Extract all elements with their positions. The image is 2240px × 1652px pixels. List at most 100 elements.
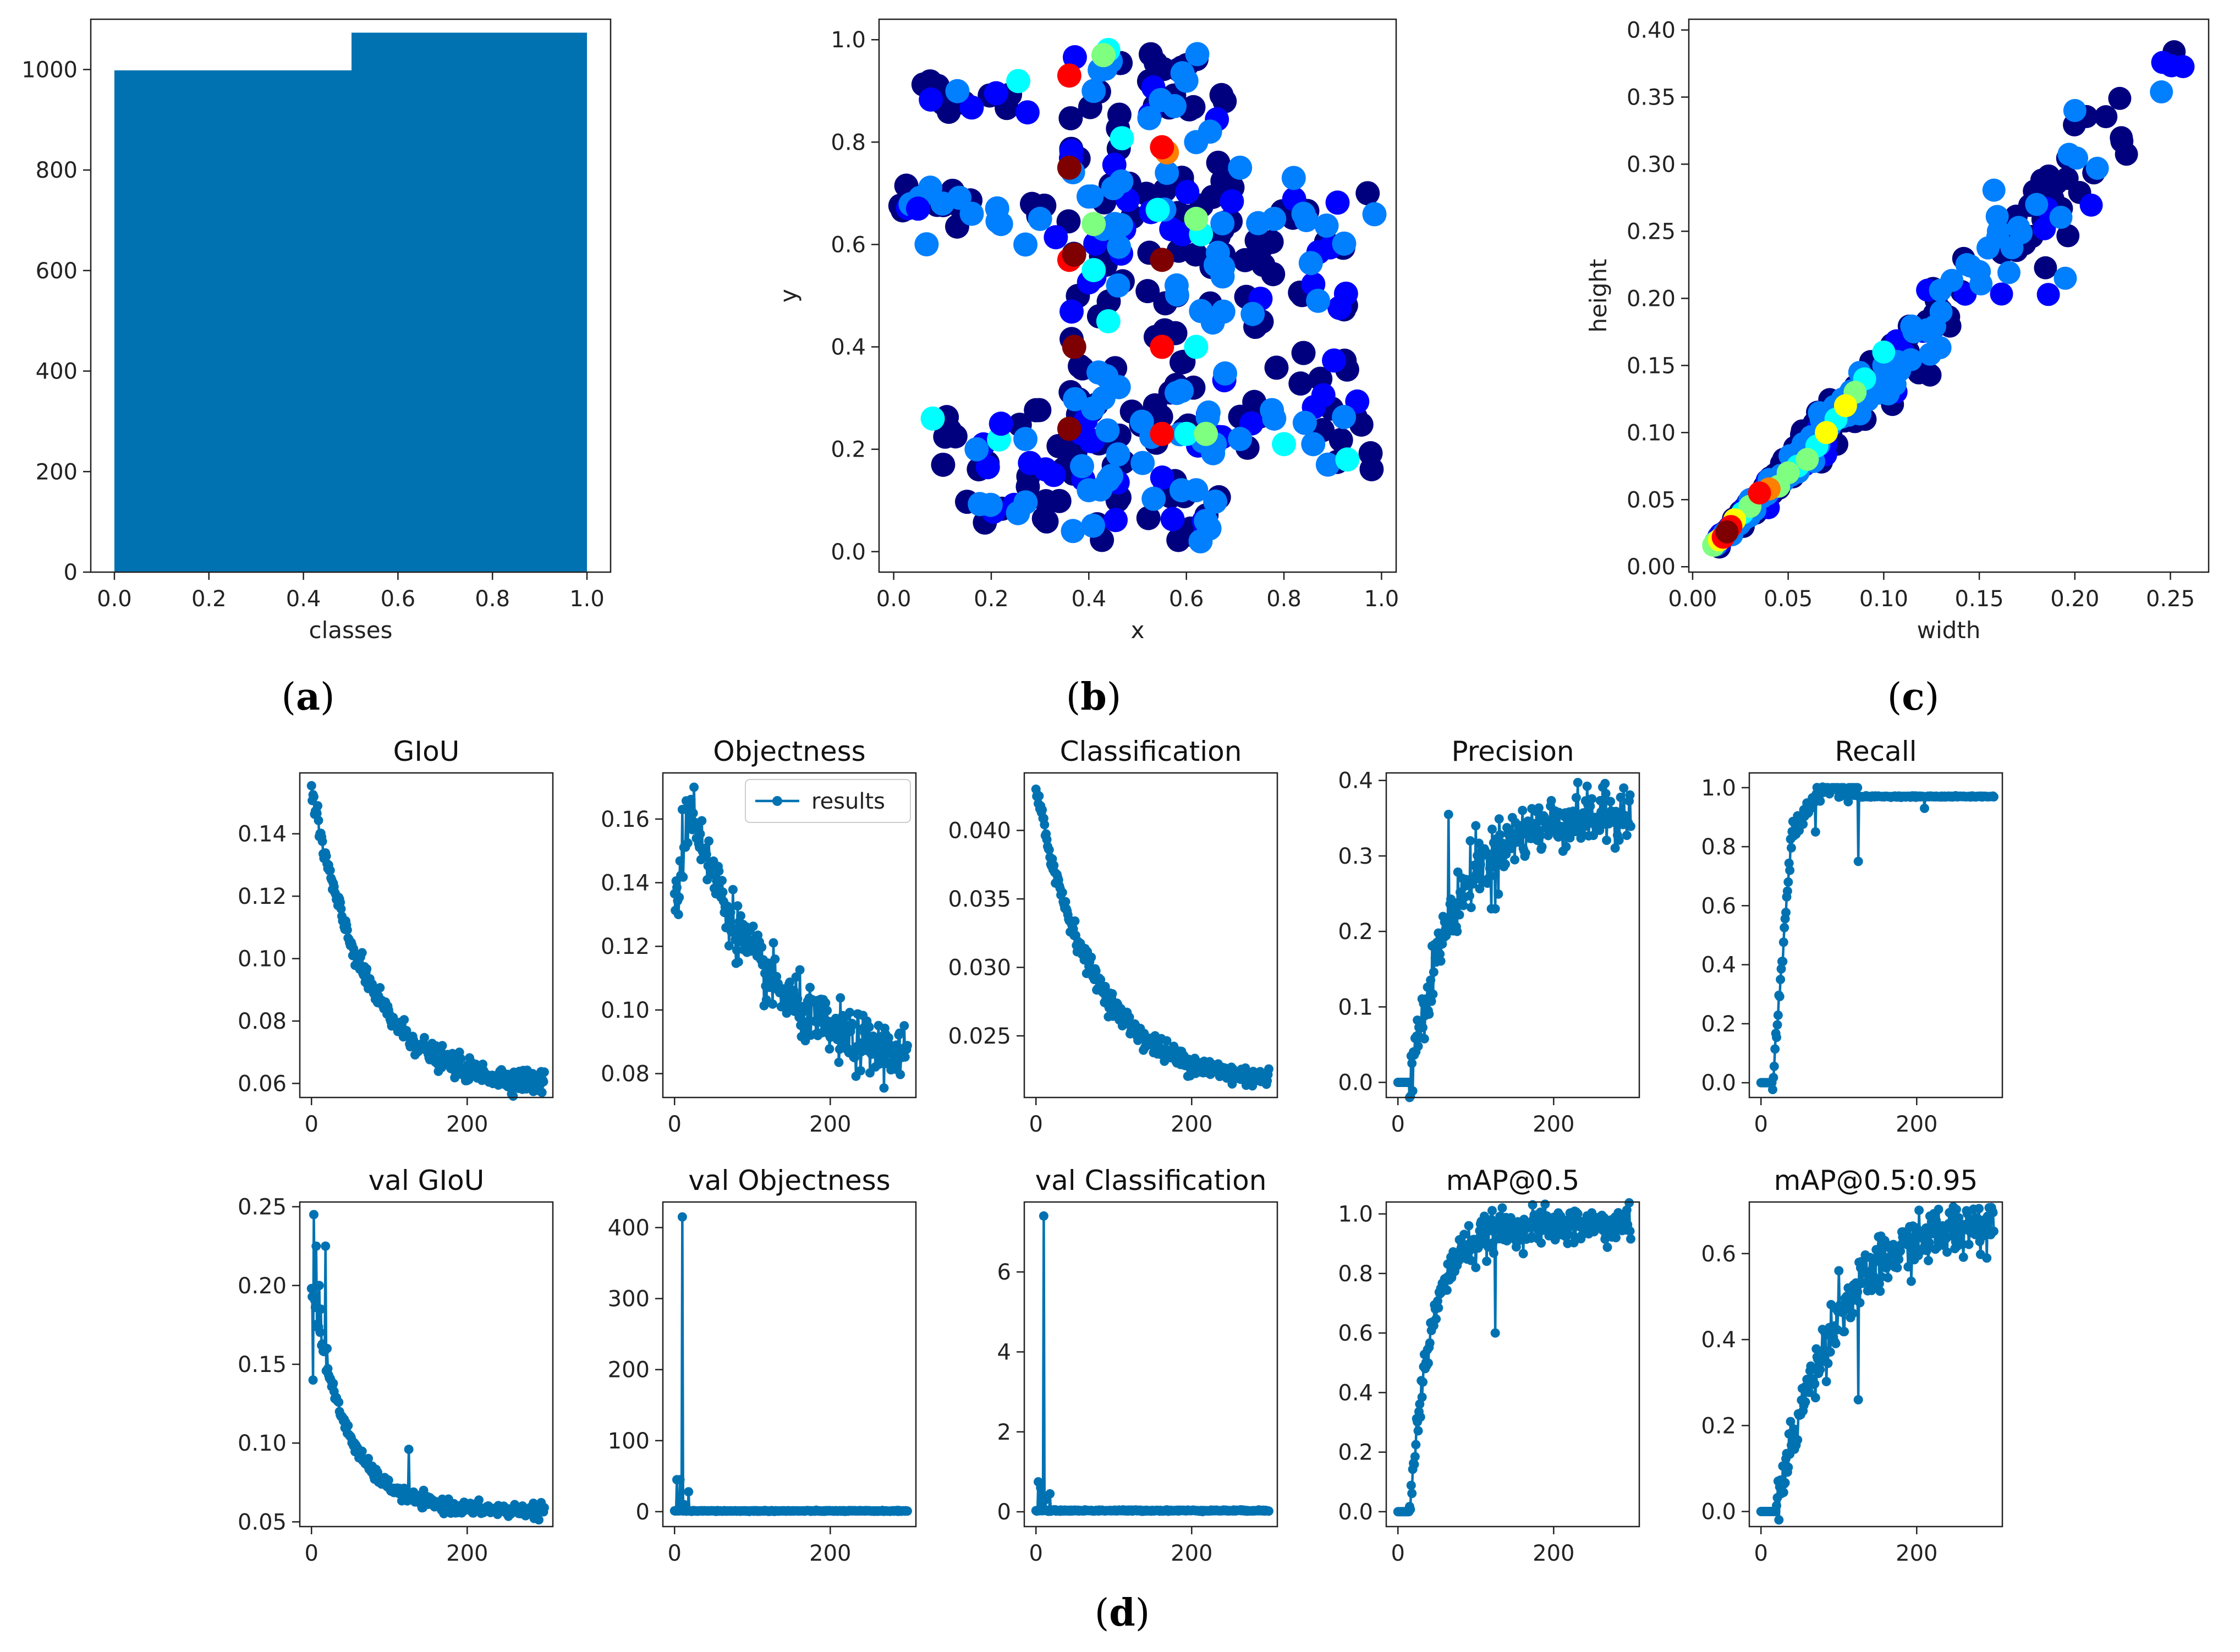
series-point-d9-23 [1411, 1440, 1421, 1450]
scatter-point-c-5 [2054, 266, 2077, 290]
series-point-d5-32 [1781, 908, 1791, 918]
scatter-point-c-bg-85 [2094, 105, 2118, 129]
scatter-point-b-bg-238 [1044, 225, 1068, 250]
series-point-d4-84 [1458, 901, 1468, 910]
series-point-d9-134 [1497, 1203, 1507, 1213]
scatter-point-b-34 [1096, 468, 1121, 492]
series-point-d2-11 [678, 872, 688, 882]
scatter-point-c-3 [1968, 260, 1991, 283]
series-point-d3-11 [1040, 820, 1050, 830]
scatter-point-b-4 [959, 201, 984, 226]
series-point-d10-267 [1964, 1239, 1974, 1249]
series-point-d10-153 [1875, 1286, 1885, 1296]
series-point-d3-14 [1042, 835, 1052, 844]
series-point-d4-55 [1436, 956, 1446, 966]
series-point-d10-107 [1840, 1327, 1849, 1337]
series-group-d2 [669, 782, 912, 1093]
panel-title-d4: Precision [1451, 736, 1574, 767]
scatter-point-b-bg-210 [975, 455, 1000, 480]
series-point-d1-14 [317, 836, 327, 846]
scatter-point-c-31 [1715, 520, 1739, 544]
series-point-d10-298 [1988, 1208, 1998, 1217]
series-point-d2-25 [689, 782, 699, 792]
series-point-d1-88 [375, 983, 385, 993]
scatter-point-b-bg-109 [1181, 95, 1206, 119]
scatter-point-b-bg-214 [1220, 189, 1244, 213]
x-tick-label-a-0: 0.0 [97, 586, 132, 612]
series-point-d7-10 [677, 1212, 687, 1222]
series-point-d9-52 [1434, 1303, 1443, 1313]
series-point-d2-266 [877, 1040, 887, 1050]
x-tick-label-c-1: 0.05 [1764, 586, 1813, 612]
histogram-bar-0 [114, 69, 351, 572]
series-point-d6-73 [364, 1453, 374, 1463]
chart-d2: results 0 200 0.08 0.10 0.12 0.14 0.16 Objectnes… [601, 736, 917, 1137]
y-tick-label-d8-1: 2 [997, 1420, 1011, 1445]
series-point-d4-290 [1619, 783, 1629, 793]
x-axis-label-a: classes [309, 617, 393, 644]
series-point-d3-50 [1070, 916, 1080, 926]
series-point-d2-80 [732, 945, 742, 955]
series-point-d2-62 [718, 887, 728, 897]
y-tick-label-d5-0: 0.0 [1701, 1071, 1736, 1096]
series-point-d2-148 [785, 977, 795, 987]
scatter-point-c-bg-7 [2056, 224, 2080, 248]
series-point-d9-18 [1407, 1489, 1417, 1499]
series-point-d2-57 [714, 866, 724, 876]
y-tick-label-a-4: 800 [36, 158, 78, 183]
x-tick-label-b-4: 0.8 [1266, 586, 1302, 612]
chart-a: 0.0 0.2 0.4 0.6 0.8 1.0 0 200 400 600 800 1000 class… [21, 18, 612, 644]
histogram-bar-1 [350, 31, 588, 573]
series-point-d1-3 [309, 792, 319, 802]
scatter-point-b-18 [1262, 406, 1287, 431]
series-point-d10-70 [1810, 1393, 1820, 1403]
axes-frame-d9 [1385, 1201, 1640, 1528]
x-tick-label-c-3: 0.15 [1955, 586, 2004, 612]
chart-d10: 0 200 0.0 0.2 0.4 0.6 mAP@0.5:0.95 [1701, 1165, 2003, 1566]
scatter-point-b-bg-318 [1196, 400, 1221, 425]
series-point-d2-24 [688, 808, 698, 818]
series-point-d4-46 [1429, 967, 1439, 977]
series-point-d4-150 [1510, 855, 1520, 865]
series-point-d4-267 [1601, 789, 1611, 799]
y-tick-label-b-5: 1.0 [831, 28, 866, 53]
series-point-d9-63 [1442, 1285, 1452, 1295]
caption-a-close: ) [320, 676, 335, 719]
series-point-d4-299 [1626, 821, 1635, 831]
scatter-point-c-bg-307 [2049, 206, 2073, 229]
chart-d5: 0 200 0.0 0.2 0.4 0.6 0.8 1.0 Recall [1701, 736, 2003, 1137]
scatter-point-c-bg-108 [2115, 142, 2138, 166]
y-tick-label-d2-0: 0.08 [601, 1062, 650, 1087]
scatter-point-b-44 [1174, 421, 1199, 446]
scatter-points-c [1702, 40, 2195, 559]
scatter-point-b-bg-304 [1314, 213, 1339, 238]
series-point-d6-20 [322, 1343, 332, 1353]
series-point-d4-121 [1487, 824, 1497, 834]
series-point-d2-210 [833, 1024, 843, 1034]
series-point-d6-3 [309, 1210, 319, 1220]
series-group-d5 [1756, 782, 1999, 1095]
series-point-d9-16 [1406, 1505, 1415, 1514]
series-point-d4-249 [1587, 794, 1597, 804]
panel-title-d8: val Classification [1035, 1165, 1267, 1197]
series-point-d4-183 [1535, 831, 1545, 841]
series-point-d4-229 [1571, 793, 1581, 803]
series-point-d4-279 [1610, 843, 1620, 853]
y-tick-label-c-0: 0.00 [1627, 555, 1676, 580]
chart-d7: 0 200 0 100 200 300 400 val Objectness [608, 1165, 917, 1566]
y-tick-label-d9-0: 0.0 [1338, 1500, 1373, 1525]
series-point-d6-292 [534, 1515, 544, 1525]
y-tick-label-d1-2: 0.10 [238, 947, 287, 972]
y-tick-label-d4-0: 0.0 [1338, 1071, 1373, 1096]
series-point-d4-106 [1475, 860, 1485, 870]
scatter-point-b-bg-212 [1103, 508, 1128, 533]
y-tick-label-c-4: 0.20 [1627, 286, 1676, 311]
scatter-point-b-28 [1194, 508, 1218, 533]
series-point-d3-89 [1100, 981, 1110, 991]
scatter-point-c-25 [1815, 421, 1838, 444]
series-point-d2-21 [686, 794, 696, 804]
series-point-d3-120 [1124, 1012, 1134, 1022]
series-point-d10-284 [1977, 1232, 1987, 1242]
scatter-point-c-bg-153 [2037, 164, 2061, 188]
series-point-d6-6 [311, 1241, 321, 1251]
